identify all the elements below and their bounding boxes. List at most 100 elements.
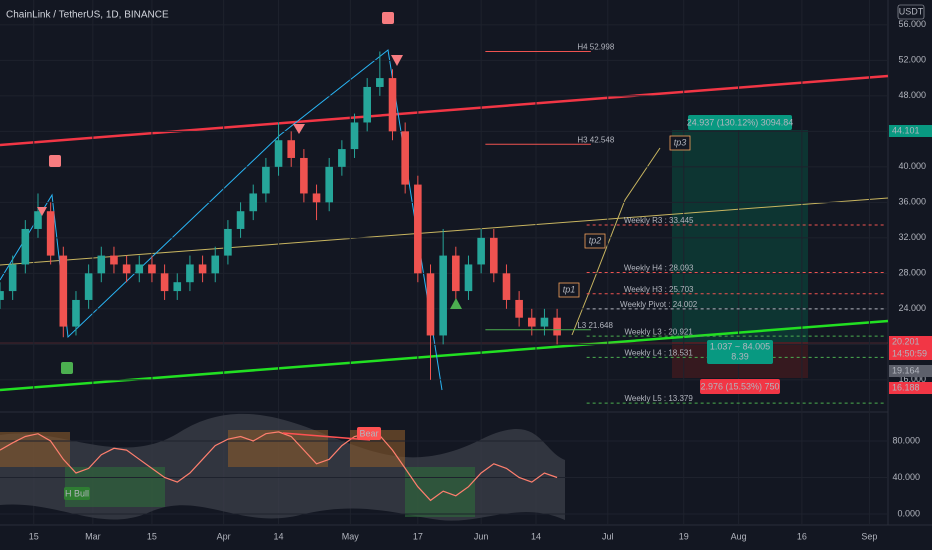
candle-body	[350, 122, 359, 150]
y-tick-label: 48.000	[898, 90, 926, 100]
x-tick-label: 14	[274, 531, 284, 541]
x-tick-label: 19	[679, 531, 689, 541]
pivot-label: Weekly H3 : 25.703	[624, 285, 694, 294]
candle-body	[186, 264, 194, 283]
bull-label: H Bull	[65, 488, 89, 498]
candle-body	[414, 184, 422, 274]
target-path	[571, 147, 661, 336]
candle-body	[477, 237, 485, 265]
price-tag	[889, 365, 932, 377]
candle-body	[59, 255, 68, 327]
chart-title: ChainLink / TetherUS, 1D, BINANCE	[6, 10, 169, 21]
candle-body	[262, 166, 270, 194]
pivot-label: Weekly R3 : 33.445	[624, 216, 694, 225]
candle-body	[198, 264, 207, 274]
candle-body	[363, 86, 371, 123]
info-label-box	[707, 340, 773, 364]
candle-body	[173, 282, 182, 292]
profit-label: 24.937 (130.12%) 3094.84	[687, 117, 794, 127]
loss-label: 2.976 (15.53%) 750	[700, 381, 779, 391]
trend-line	[0, 319, 889, 392]
sell-marker	[37, 207, 47, 216]
target-box	[669, 135, 691, 151]
x-tick-label: Apr	[217, 531, 231, 541]
y-tick-label: 28.000	[898, 268, 926, 278]
candle-body	[388, 78, 397, 132]
candle-body	[224, 228, 232, 256]
buy-marker	[450, 298, 462, 309]
pivot-label: Weekly L4 : 18.531	[624, 348, 693, 357]
osc-tick-label: 40.000	[892, 472, 920, 482]
candle-body	[502, 273, 511, 300]
x-tick-label: 15	[147, 531, 157, 541]
trend-line	[0, 74, 889, 147]
pivot-label: Weekly H4 : 28.093	[624, 264, 694, 273]
ratio-label: 8.39	[731, 351, 749, 361]
candle-body	[236, 211, 245, 229]
x-tick-label: Mar	[85, 531, 101, 541]
bear-label: Bear	[359, 428, 378, 438]
candle-body	[249, 193, 258, 212]
candle-body	[97, 255, 106, 274]
profit-label-box	[688, 115, 792, 130]
x-tick-label: Jun	[474, 531, 489, 541]
candle-body	[452, 255, 460, 292]
candle-body	[148, 264, 156, 274]
candle-body	[553, 317, 561, 336]
signal-icon	[382, 12, 394, 24]
candle-body	[274, 140, 283, 167]
price-tag	[889, 382, 932, 394]
target-box	[558, 282, 580, 298]
target-label: tp2	[589, 235, 602, 245]
pivot-label: Weekly Pivot : 24.002	[620, 300, 698, 309]
price-tag-label: 14:50:59	[892, 348, 927, 358]
pivot-label: Weekly L3 : 20.921	[624, 327, 693, 336]
sell-marker	[293, 124, 305, 134]
candle-body	[135, 264, 144, 274]
pivot-label: Weekly L5 : 13.379	[624, 394, 693, 403]
divergence-line	[282, 432, 371, 441]
bear-label-box	[357, 427, 381, 440]
price-tag-label: 16.188	[892, 382, 920, 392]
candle-body	[8, 264, 17, 292]
candle-body	[211, 255, 220, 274]
y-tick-label: 40.000	[898, 161, 926, 171]
marks	[0, 0, 888, 525]
pivot-label: L3 21.648	[577, 321, 613, 330]
candle-body	[325, 166, 333, 203]
price-tag-label: 20.201	[892, 336, 920, 346]
y-tick-label: 56.000	[898, 19, 926, 29]
osc-tick-label: 80.000	[892, 435, 920, 445]
candle-body	[160, 273, 169, 292]
candle-body	[72, 299, 80, 327]
price-tag-label: 19.164	[892, 365, 920, 375]
x-tick-label: 15	[29, 531, 39, 541]
pivot-label: H3 42.548	[577, 135, 614, 144]
bull-label-box	[64, 487, 90, 500]
osc-tick-label: 0.000	[897, 508, 920, 518]
candle-body	[376, 78, 384, 87]
osc-zone	[0, 432, 70, 467]
candle-body	[464, 264, 473, 292]
trend-line	[0, 197, 889, 266]
target-label: tp1	[563, 284, 576, 294]
loss-label-box	[700, 379, 780, 394]
price-tag	[889, 336, 932, 348]
x-tick-label: Sep	[861, 531, 877, 541]
x-tick-label: Aug	[731, 531, 747, 541]
signal-icon	[61, 362, 73, 374]
osc-line	[0, 431, 558, 502]
target-label: tp3	[674, 137, 687, 147]
x-tick-label: Jul	[602, 531, 614, 541]
x-tick-label: 16	[797, 531, 807, 541]
candle-body	[122, 264, 131, 274]
profit-zone	[672, 130, 808, 342]
pivot-label: H4 52.998	[577, 43, 614, 52]
candle-body	[287, 140, 296, 158]
sell-marker	[391, 55, 403, 66]
candle-body	[110, 255, 118, 265]
price-tag	[889, 125, 932, 137]
x-tick-label: 17	[413, 531, 423, 541]
y-tick-label: 36.000	[898, 197, 926, 207]
